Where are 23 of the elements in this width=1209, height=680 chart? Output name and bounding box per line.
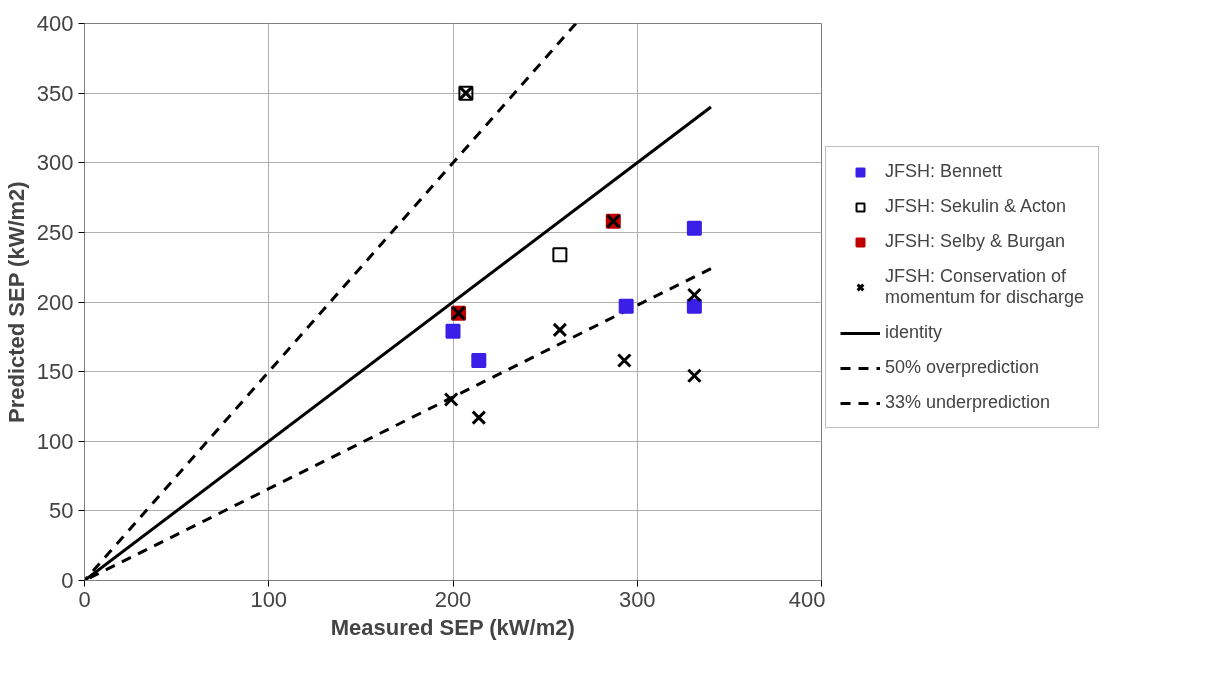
legend-label: identity (885, 322, 943, 343)
x-axis-title: Measured SEP (kW/m2) (330, 614, 575, 640)
y-tick-label: 50 (49, 498, 74, 524)
y-tick-label: 200 (36, 289, 74, 315)
y-tick-label: 400 (36, 11, 74, 36)
y-tick-label: 250 (36, 219, 74, 245)
y-tick-label: 350 (36, 80, 74, 106)
legend-label: 50% overprediction (885, 357, 1040, 378)
y-tick-label: 300 (36, 150, 74, 176)
y-tick-label: 0 (61, 568, 74, 593)
x-tick-label: 400 (788, 586, 826, 612)
legend-label: JFSH: Conservation of momentum for discharge (885, 266, 1085, 308)
x-tick-label: 300 (618, 586, 656, 612)
y-axis-title: Predicted SEP (kW/m2) (3, 181, 29, 424)
legend-label: JFSH: Bennett (885, 161, 1003, 182)
x-tick-label: 0 (78, 586, 91, 612)
y-tick-label: 100 (36, 428, 74, 454)
x-tick-label: 100 (250, 586, 288, 612)
legend-label: 33% underprediction (885, 392, 1051, 413)
x-tick-label: 200 (434, 586, 472, 612)
y-tick-label: 150 (36, 359, 74, 385)
legend-label: JFSH: Sekulin & Acton (885, 196, 1067, 217)
legend-label: JFSH: Selby & Burgan (885, 231, 1066, 252)
